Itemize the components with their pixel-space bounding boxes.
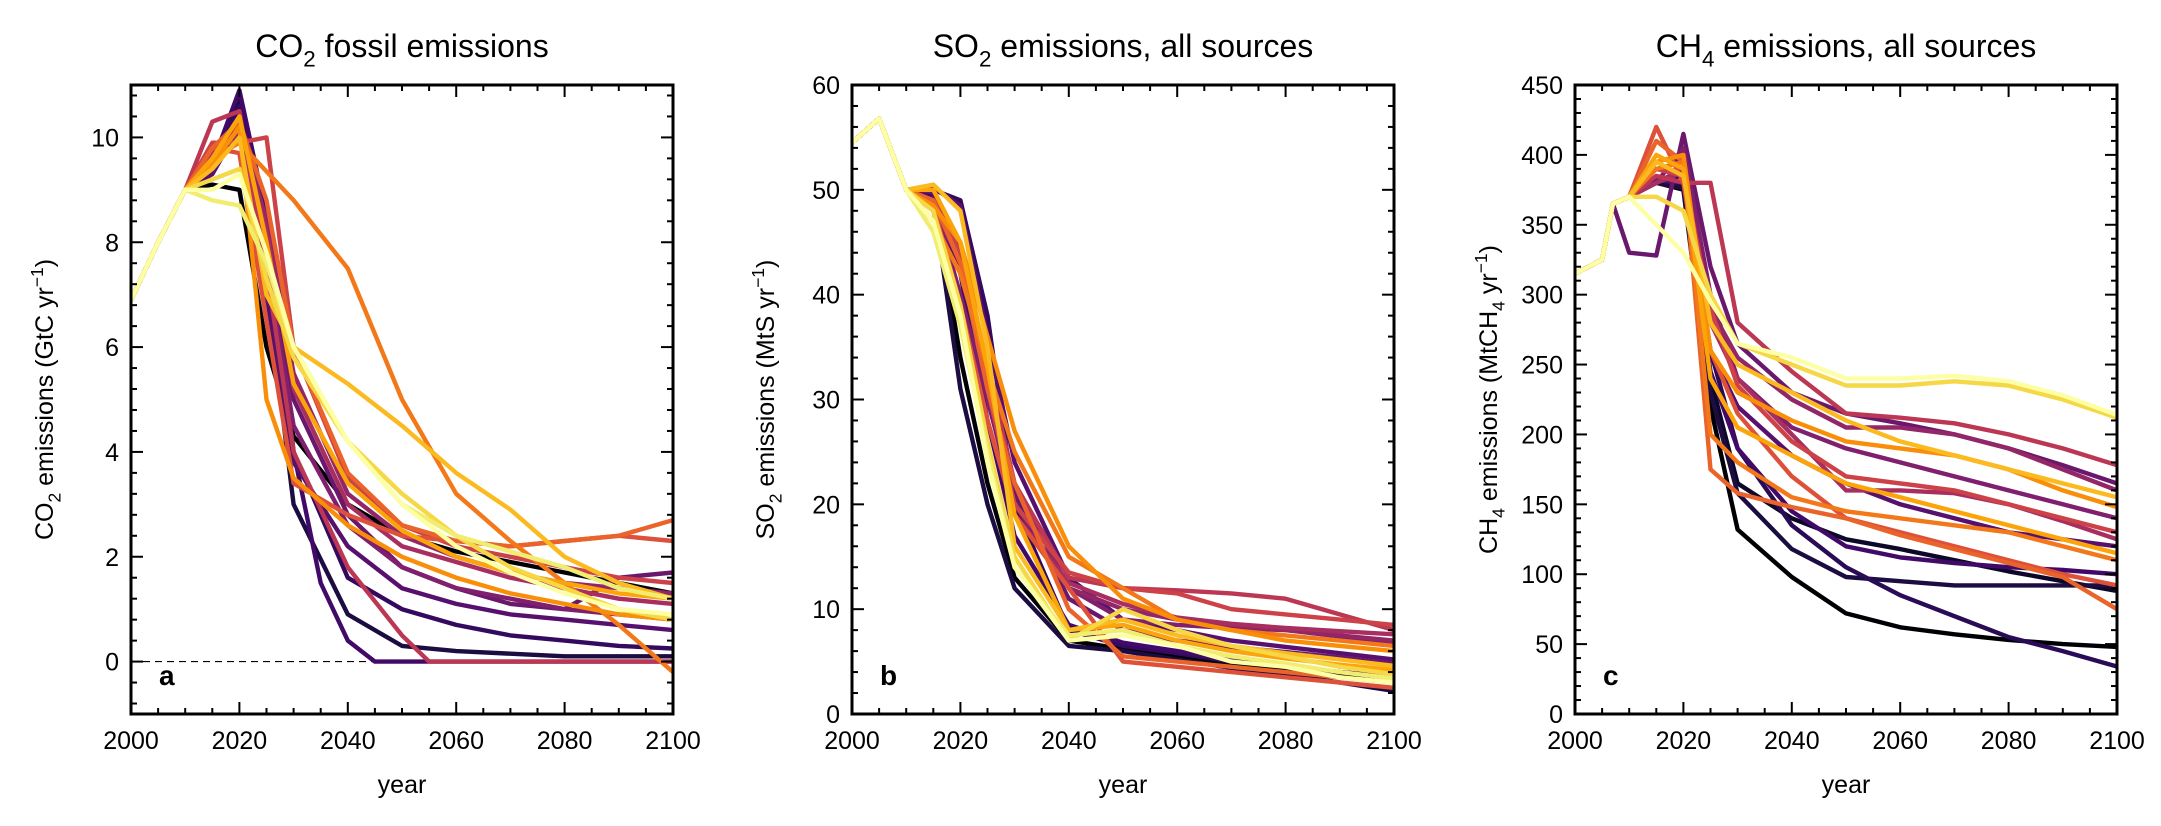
y-tick-label: 2 [105, 544, 119, 572]
y-tick-label: 30 [812, 387, 840, 415]
y-tick-label: 10 [812, 596, 840, 624]
series-line-c-8 [1575, 145, 2117, 521]
x-tick-label: 2080 [1981, 727, 2037, 755]
y-tick-label: 4 [105, 439, 119, 467]
series-line-c-4 [1575, 166, 2117, 669]
panel-b: 2000 2020 2040 2060 2080 2100 0 10 20 30 40 50 60 SO2… [748, 28, 1422, 799]
series-line-a-12 [131, 145, 673, 549]
x-tick-label: 2040 [1041, 727, 1097, 755]
y-tick-label: 250 [1521, 352, 1563, 380]
x-tick-label: 2040 [1764, 727, 1820, 755]
x-tick-label: 2100 [2089, 727, 2145, 755]
x-tick-label: 2000 [1547, 727, 1603, 755]
panel-c: 2000 2020 2040 2060 2080 2100 0 50 100 150 200 250 3… [1471, 28, 2145, 799]
x-axis-label: year [1099, 771, 1148, 799]
x-tick-label: 2020 [212, 727, 268, 755]
y-tick-label: 0 [105, 649, 119, 677]
panel-title: CH4 emissions, all sources [1656, 28, 2037, 72]
y-tick-label: 50 [1535, 631, 1563, 659]
y-tick-label: 0 [1549, 701, 1563, 729]
y-tick-label: 150 [1521, 491, 1563, 519]
y-axis-label: CH4 emissions (MtCH4 yr−1) [1471, 245, 1509, 554]
series-group [1575, 124, 2117, 669]
series-line-a-11 [131, 135, 673, 586]
y-tick-label: 60 [812, 72, 840, 100]
series-line-c-19 [1575, 194, 2117, 420]
y-tick-label: 100 [1521, 561, 1563, 589]
series-line-c-20 [1575, 194, 2117, 418]
y-tick-label: 400 [1521, 142, 1563, 170]
y-tick-label: 200 [1521, 421, 1563, 449]
panel-letter: a [159, 660, 175, 691]
x-tick-label: 2060 [1149, 727, 1205, 755]
y-tick-label: 10 [91, 124, 119, 152]
y-axis-label: SO2 emissions (MtS yr−1) [748, 260, 786, 540]
panel-title: CO2 fossil emissions [255, 28, 548, 72]
y-tick-label: 300 [1521, 282, 1563, 310]
y-tick-label: 8 [105, 229, 119, 257]
series-line-c-16 [1575, 152, 2117, 510]
panel-letter: b [880, 660, 897, 691]
y-tick-label: 0 [826, 701, 840, 729]
x-tick-label: 2100 [1366, 727, 1422, 755]
y-tick-label: 40 [812, 282, 840, 310]
panel-letter: c [1603, 660, 1619, 691]
x-tick-label: 2020 [933, 727, 989, 755]
x-tick-label: 2040 [320, 727, 376, 755]
x-tick-label: 2080 [1258, 727, 1314, 755]
y-tick-label: 50 [812, 177, 840, 205]
series-group [852, 116, 1394, 694]
panel-a: 2000 2020 2040 2060 2080 2100 0 2 4 6 8 10 CO2 fossi… [27, 28, 701, 799]
x-tick-label: 2020 [1656, 727, 1712, 755]
series-line-b-20 [852, 116, 1394, 685]
x-tick-label: 2000 [824, 727, 880, 755]
series-line-b-17 [852, 116, 1394, 668]
x-tick-label: 2000 [103, 727, 159, 755]
x-tick-label: 2060 [1872, 727, 1928, 755]
y-tick-label: 350 [1521, 212, 1563, 240]
series-line-c-7 [1575, 131, 2117, 486]
y-tick-label: 6 [105, 334, 119, 362]
series-line-a-10 [131, 109, 673, 664]
series-group [131, 88, 673, 675]
panel-title: SO2 emissions, all sources [933, 28, 1314, 72]
series-line-c-17 [1575, 152, 2117, 556]
x-tick-label: 2100 [645, 727, 701, 755]
y-axis-label: CO2 emissions (GtC yr−1) [27, 259, 65, 540]
x-axis-label: year [378, 771, 427, 799]
x-tick-label: 2060 [428, 727, 484, 755]
y-tick-label: 20 [812, 491, 840, 519]
series-line-a-20 [131, 171, 673, 617]
x-tick-label: 2080 [537, 727, 593, 755]
y-tick-label: 450 [1521, 72, 1563, 100]
x-axis-label: year [1822, 771, 1871, 799]
